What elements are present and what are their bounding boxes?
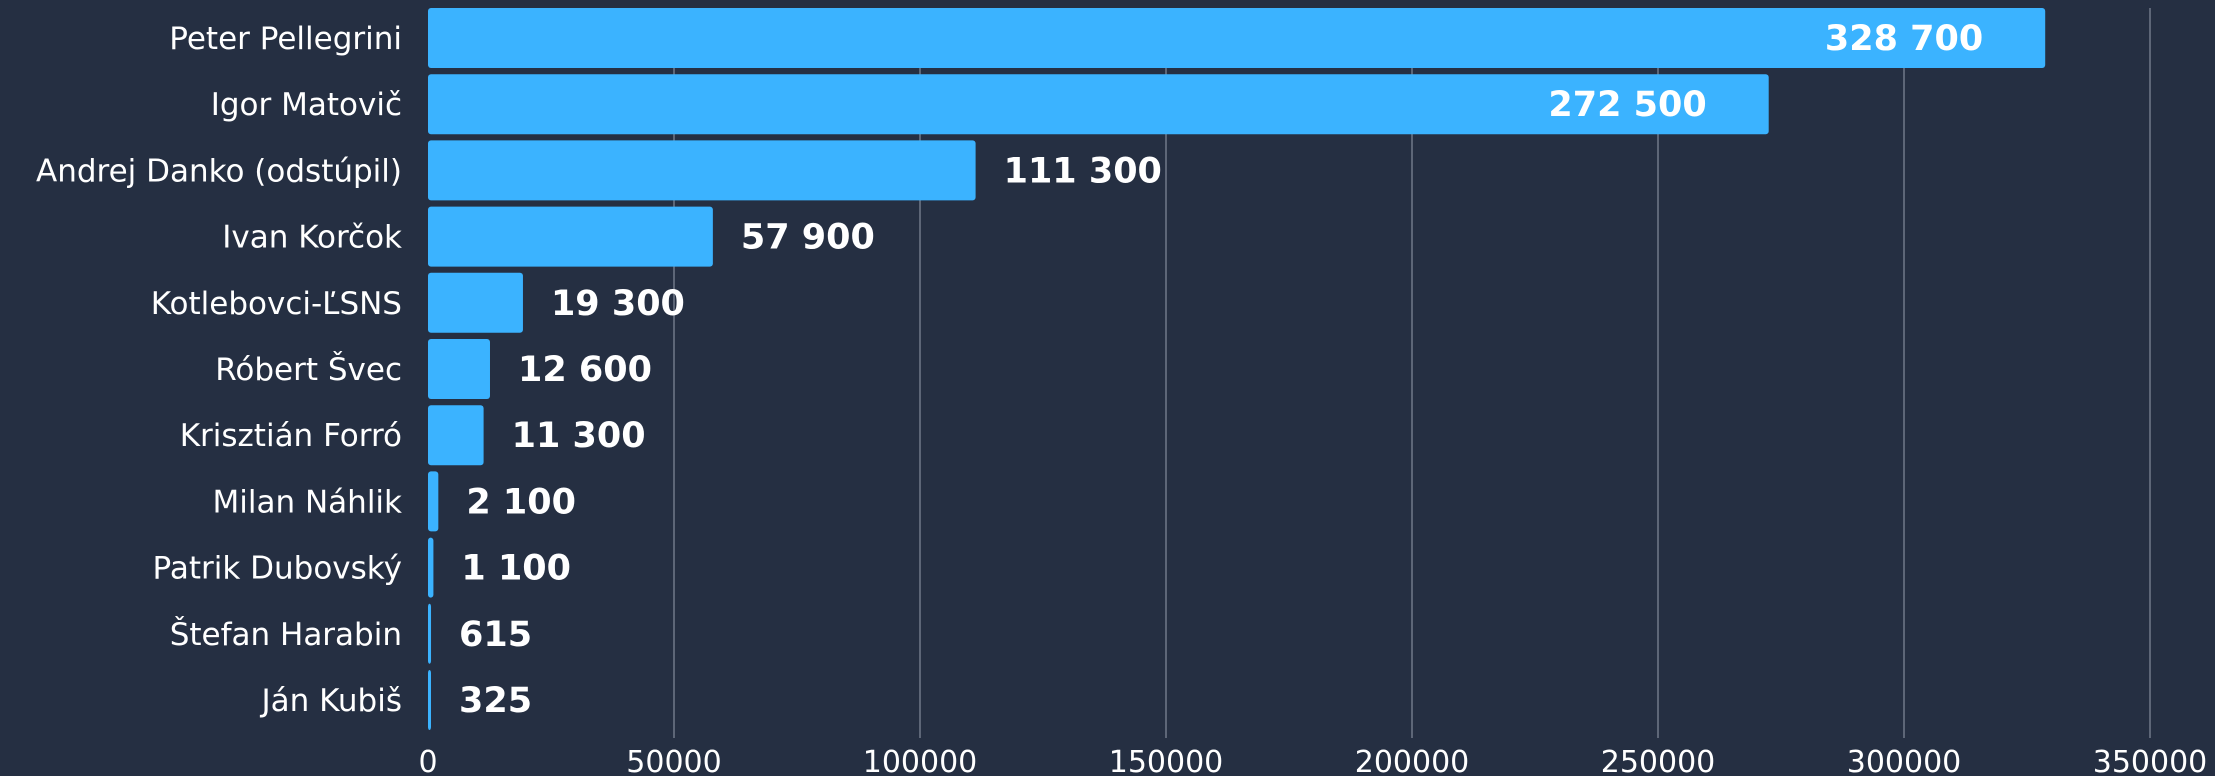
category-label: Milan Náhlik <box>213 484 403 520</box>
category-label: Kotlebovci-ĽSNS <box>151 286 402 322</box>
x-tick-label: 50000 <box>626 745 721 776</box>
x-tick-label: 300000 <box>1847 745 1962 776</box>
bar <box>428 537 434 598</box>
bar <box>428 206 713 267</box>
bar <box>428 74 1769 135</box>
category-label: Andrej Danko (odstúpil) <box>36 153 402 189</box>
value-labels: 328 700 272 500 111 300 57 900 19 300 12 600 1… <box>459 19 1983 721</box>
category-label: Štefan Harabin <box>170 616 402 653</box>
category-label: Peter Pellegrini <box>169 21 402 57</box>
bars <box>428 8 2046 730</box>
bar <box>428 670 431 730</box>
category-label: Ivan Korčok <box>222 220 402 256</box>
value-label: 615 <box>459 615 532 655</box>
x-tick-label: 250000 <box>1601 745 1716 776</box>
x-tick-label: 100000 <box>863 745 978 776</box>
category-label: Róbert Švec <box>215 351 402 388</box>
x-tick-label: 200000 <box>1355 745 1470 776</box>
value-label: 2 100 <box>466 482 576 522</box>
x-axis-tick-labels: 0 50000 100000 150000 200000 250000 300000 3500… <box>418 745 2207 776</box>
x-tick-label: 150000 <box>1109 745 1224 776</box>
value-label: 325 <box>459 681 532 721</box>
category-label: Krisztián Forró <box>180 418 402 454</box>
bar <box>428 471 439 532</box>
value-label: 111 300 <box>1004 151 1162 191</box>
value-label: 19 300 <box>551 284 685 324</box>
value-label: 12 600 <box>518 350 652 390</box>
bar <box>428 8 2046 68</box>
category-label: Patrik Dubovský <box>153 551 402 587</box>
x-tick-label: 350000 <box>2093 745 2208 776</box>
category-label: Ján Kubiš <box>259 683 402 719</box>
value-label: 1 100 <box>461 549 571 589</box>
bar <box>428 339 490 399</box>
x-tick-label: 0 <box>418 745 437 776</box>
value-label: 11 300 <box>512 416 646 456</box>
category-label: Igor Matovič <box>211 87 402 123</box>
bar <box>428 272 523 333</box>
category-labels: Peter Pellegrini Igor Matovič Andrej Danko… <box>36 21 402 719</box>
bar <box>428 603 432 664</box>
bar <box>428 405 484 466</box>
value-label: 272 500 <box>1548 85 1706 125</box>
bar <box>428 140 976 201</box>
value-label: 328 700 <box>1825 19 1983 59</box>
value-label: 57 900 <box>741 218 875 258</box>
